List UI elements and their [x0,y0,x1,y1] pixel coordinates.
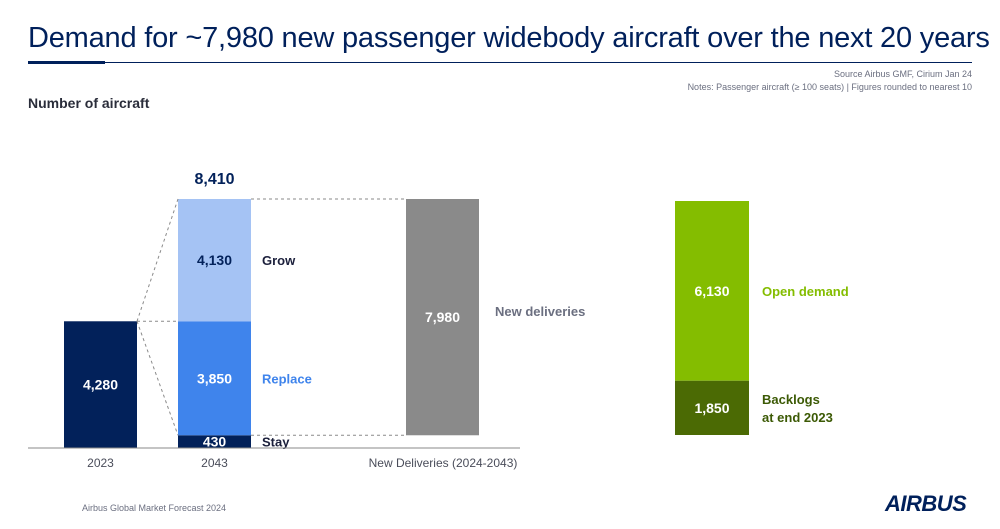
segment-label-grow: Grow [262,253,296,268]
value-label-2023: 4,280 [83,377,118,393]
title-divider [28,62,972,63]
connector-2023-top-to-stay-top [136,321,179,436]
x-tick-label-2: New Deliveries (2024-2043) [369,456,518,470]
bar-2043-grow [178,199,251,322]
segment-label-replace: Replace [262,371,312,386]
bar-new-deliveries [406,199,479,436]
footer-text: Airbus Global Market Forecast 2024 [82,503,227,513]
x-tick-label-0: 2023 [87,456,114,470]
x-tick-label-1: 2043 [201,456,228,470]
segment-label-new-deliveries: New deliveries [495,304,585,319]
value-label-stay: 430 [203,434,227,450]
value-label-replace: 3,850 [197,370,232,386]
total-label-2043: 8,410 [194,171,234,188]
bar-open-demand [675,201,749,381]
value-label-open-demand: 6,130 [694,283,729,299]
bar-2023 [64,321,137,448]
unit-label: Number of aircraft [28,95,150,111]
airbus-logo: AIRBUS [885,491,967,516]
value-label-backlogs: 1,850 [694,400,729,416]
segment-label-open-demand: Open demand [762,284,849,299]
bar-2043-replace [178,321,251,436]
title-divider-accent [28,61,105,64]
page-title: Demand for ~7,980 new passenger widebody… [28,22,990,54]
segment-label-backlogs: Backlogs at end 2023 [762,392,833,425]
value-label-grow: 4,130 [197,252,232,268]
source-note: Source Airbus GMF, Cirium Jan 24 [833,69,972,79]
bar-2043-stay [178,435,251,448]
segment-label-stay: Stay [262,435,290,450]
notes-line: Notes: Passenger aircraft (≥ 100 seats) … [687,82,972,92]
connector-2023-top-to-2043-top [136,198,179,322]
bar-backlogs [675,380,749,435]
value-label-new-deliveries: 7,980 [425,309,460,325]
